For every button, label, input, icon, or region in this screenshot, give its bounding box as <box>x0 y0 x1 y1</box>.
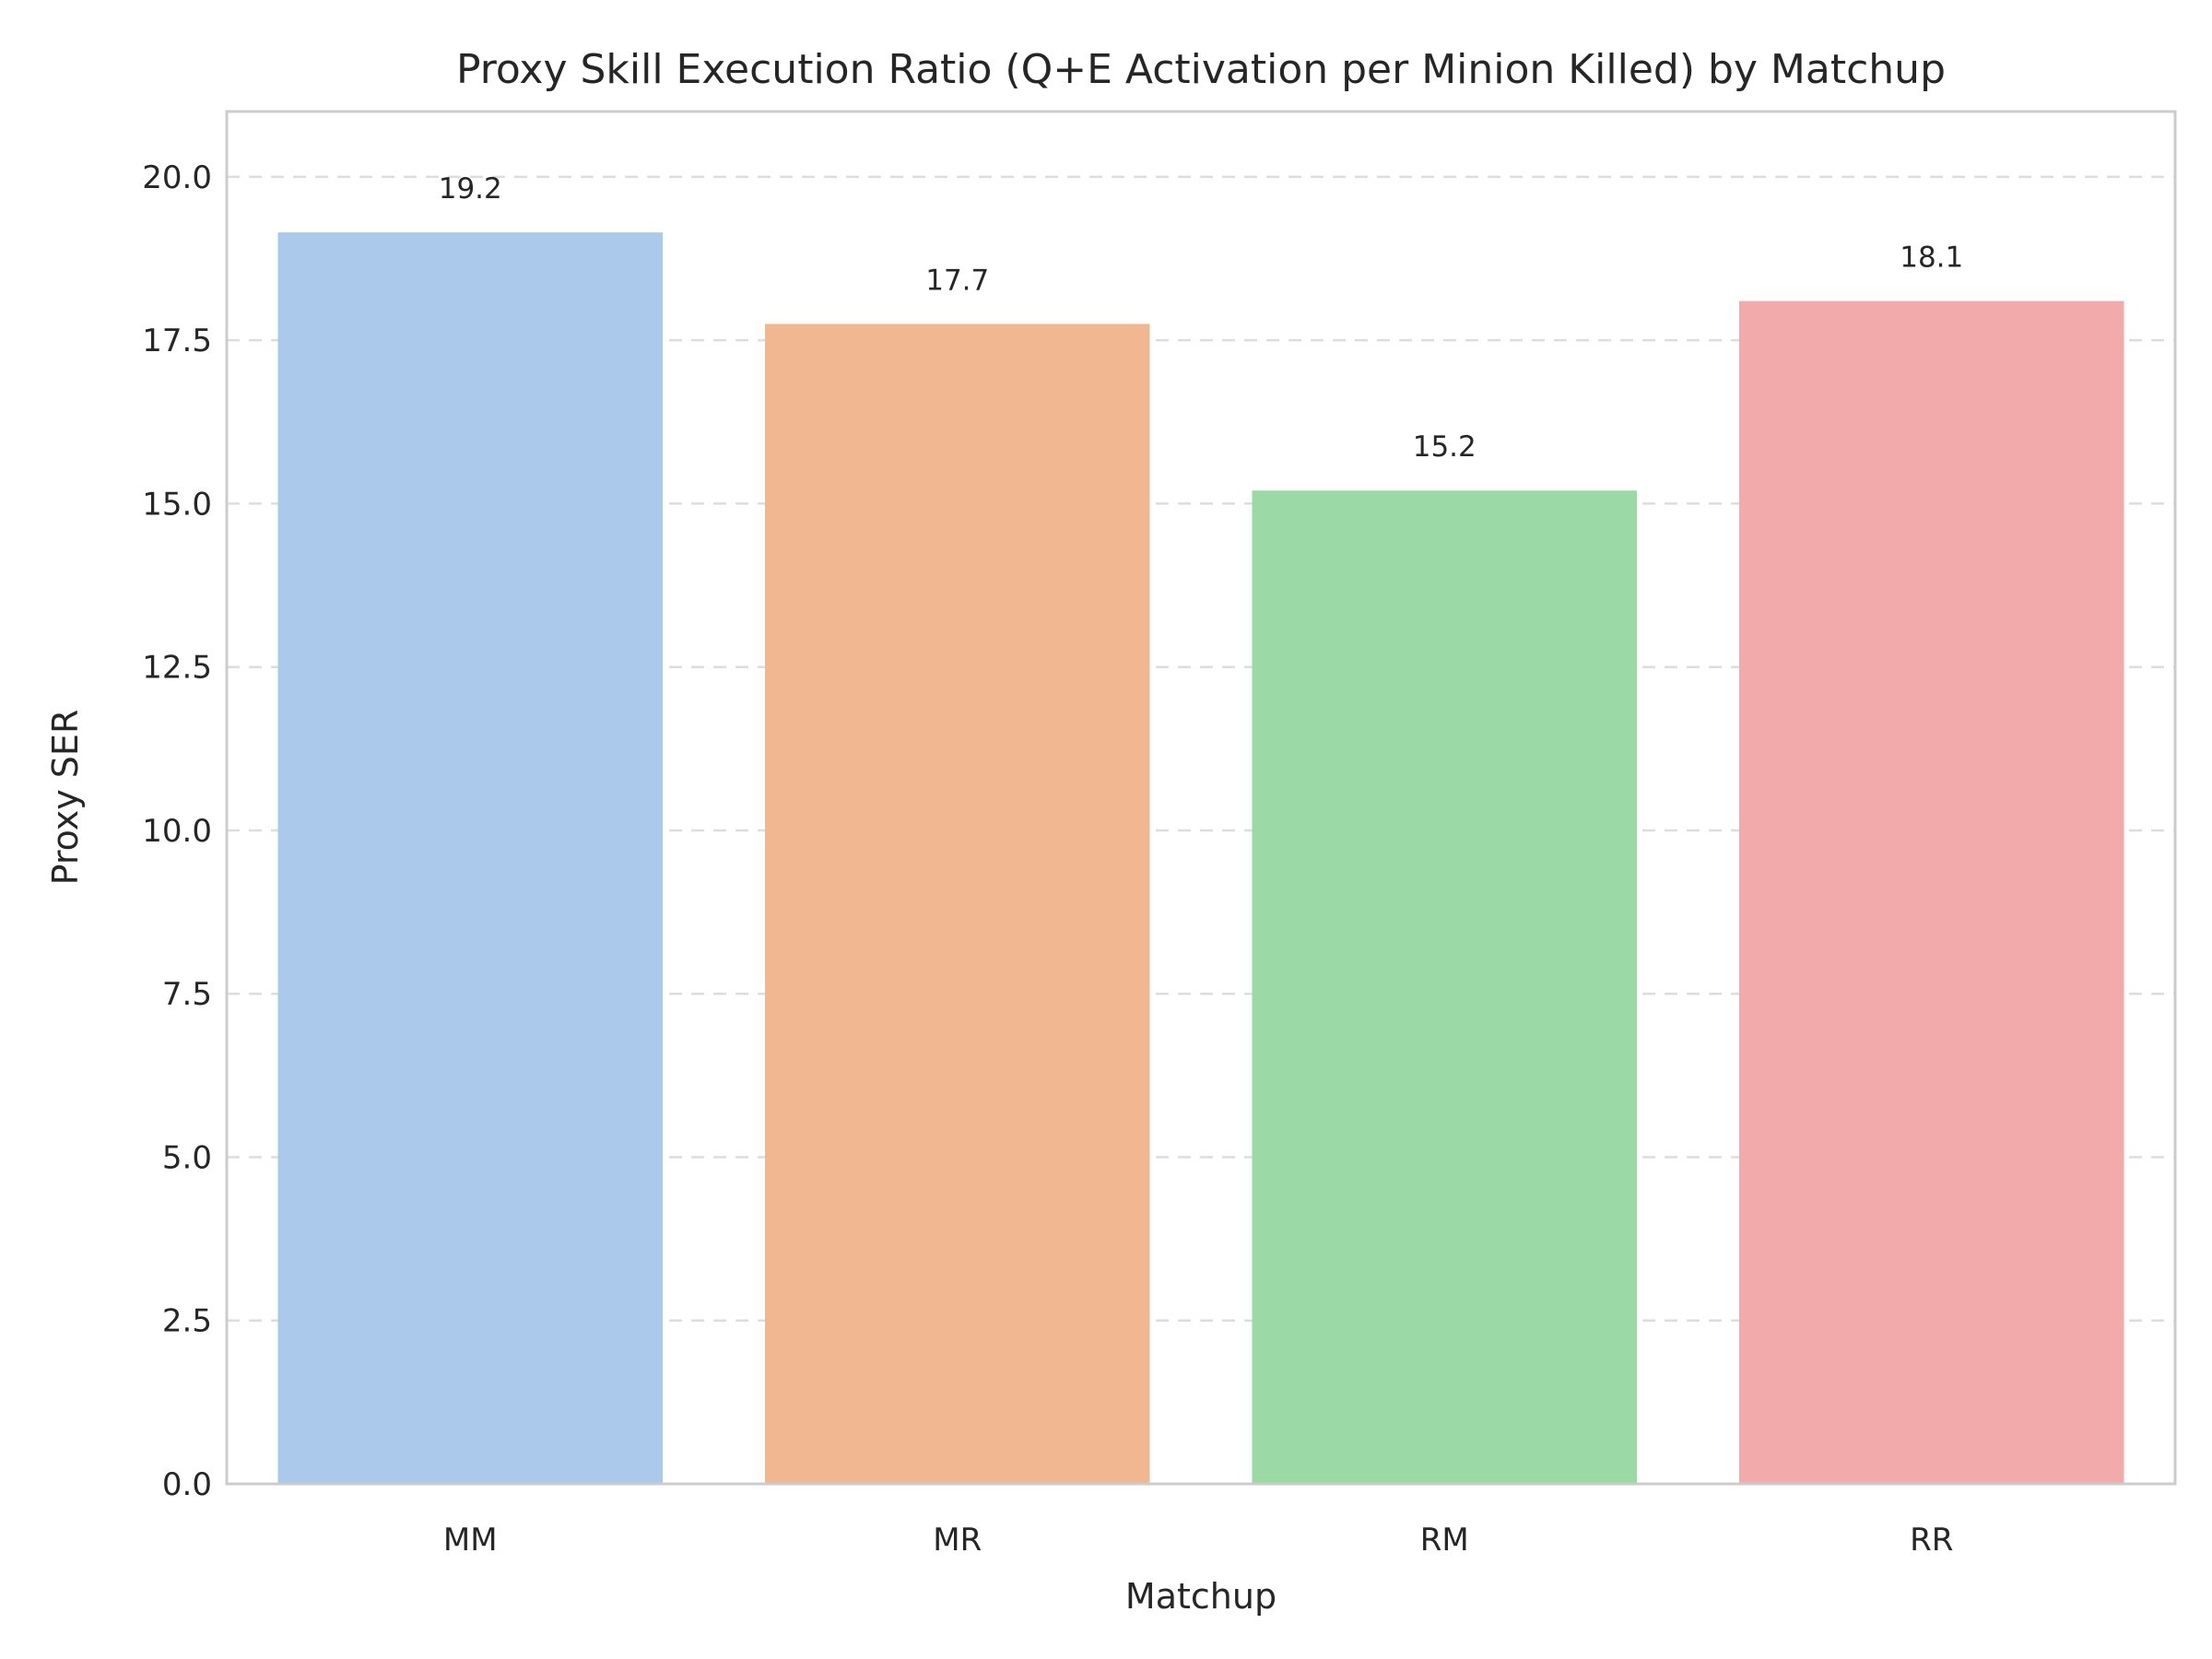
x-tick-label: MR <box>933 1522 982 1559</box>
data-label-rm: 15.2 <box>1413 430 1477 464</box>
y-tick-label: 12.5 <box>142 650 212 687</box>
bar-rm <box>1252 490 1638 1485</box>
y-axis-ticks: 0.0 2.5 5.0 7.5 10.0 12.5 15.0 17.5 20.0 <box>142 159 212 1503</box>
y-tick-label: 20.0 <box>142 159 212 196</box>
data-label-mm: 19.2 <box>439 172 502 206</box>
y-tick-label: 7.5 <box>162 976 212 1013</box>
bar-rr <box>1738 300 2124 1485</box>
chart-title: Proxy Skill Execution Ratio (Q+E Activat… <box>456 46 1946 93</box>
x-tick-label: MM <box>443 1522 498 1559</box>
x-tick-label: RM <box>1420 1522 1469 1559</box>
plot-frame <box>225 110 2177 1486</box>
bars <box>277 232 2124 1485</box>
y-axis-label: Proxy SER <box>45 710 86 886</box>
data-labels: 19.2 17.7 15.2 18.1 <box>439 172 1964 464</box>
y-tick-label: 0.0 <box>162 1466 212 1503</box>
bar-mr <box>764 324 1150 1485</box>
y-tick-label: 10.0 <box>142 813 212 850</box>
y-tick-label: 17.5 <box>142 323 212 359</box>
y-tick-label: 15.0 <box>142 486 212 523</box>
y-tick-label: 5.0 <box>162 1139 212 1176</box>
data-label-mr: 17.7 <box>925 264 989 297</box>
x-axis-label: Matchup <box>1125 1576 1277 1617</box>
bar-mm <box>277 232 664 1484</box>
x-tick-label: RR <box>1910 1522 1953 1559</box>
data-label-rr: 18.1 <box>1900 241 1963 275</box>
y-tick-label: 2.5 <box>162 1303 212 1340</box>
x-axis-ticks: MM MR RM RR <box>443 1522 1953 1559</box>
